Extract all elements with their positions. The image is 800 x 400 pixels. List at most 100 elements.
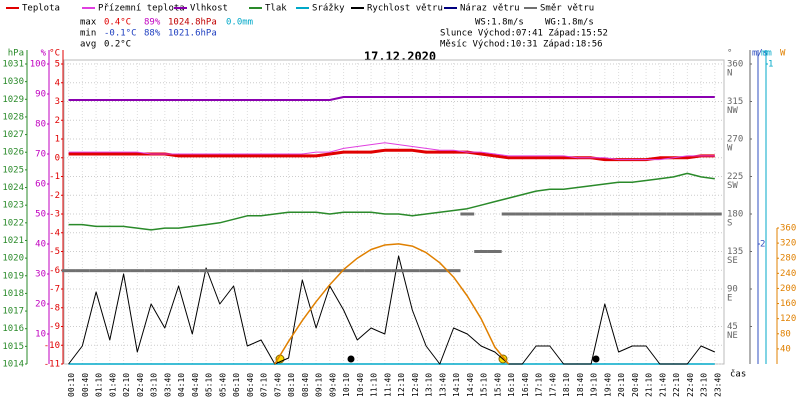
- y-tick-label: 180: [727, 210, 743, 220]
- direction-mark: [391, 269, 406, 273]
- legend-label: Teplota: [22, 4, 60, 14]
- x-tick-label: 18:40: [576, 373, 585, 397]
- direction-mark: [226, 269, 241, 273]
- direction-mark: [597, 212, 612, 216]
- compass-label: N: [727, 69, 732, 79]
- compass-label: NE: [727, 331, 738, 341]
- direction-mark: [446, 269, 461, 273]
- x-tick-label: 04:10: [177, 373, 186, 397]
- x-tick-label: 04:40: [191, 373, 200, 397]
- direction-mark: [707, 212, 722, 216]
- direction-mark: [102, 269, 117, 273]
- y-tick-label: 315: [727, 97, 743, 107]
- direction-mark: [281, 269, 296, 273]
- y-tick-label: 2: [55, 116, 60, 126]
- x-tick-label: 08:40: [301, 373, 310, 397]
- x-tick-label: 10:40: [356, 373, 365, 397]
- direction-mark: [254, 269, 268, 273]
- direction-mark: [529, 212, 543, 216]
- y-tick-label: 40: [780, 344, 791, 354]
- y-tick-label: 1026: [2, 148, 24, 158]
- y-tick-label: 20: [35, 300, 46, 310]
- y-tick-label: -11: [44, 360, 60, 370]
- stat-rain: 0.0mm: [226, 18, 253, 28]
- direction-mark: [419, 269, 433, 273]
- series-line: [68, 172, 715, 231]
- wind-speed-max: WS:1.8m/s: [475, 18, 524, 28]
- moonset-marker: [592, 355, 600, 363]
- y-tick-label: 50: [35, 210, 46, 220]
- y-tick-label: 1025: [2, 165, 24, 175]
- direction-mark: [556, 212, 571, 216]
- y-tick-label: 1019: [2, 271, 24, 281]
- x-tick-label: 10:10: [342, 373, 351, 397]
- x-tick-label: 15:10: [480, 373, 489, 397]
- x-tick-label: 00:40: [81, 373, 90, 397]
- y-tick-label: 1024: [2, 183, 24, 193]
- sun-info: Slunce Východ:07:41 Západ:15:52: [440, 29, 608, 39]
- x-tick-label: 16:40: [521, 373, 530, 397]
- y-tick-label: 80: [35, 120, 46, 130]
- x-tick-label: 01:10: [95, 373, 104, 397]
- y-tick-label: -4: [49, 228, 60, 238]
- y-tick-label: 1023: [2, 201, 24, 211]
- axis-unit: hPa: [8, 49, 24, 59]
- x-tick-label: 06:40: [246, 373, 255, 397]
- y-tick-label: 2: [760, 240, 765, 250]
- compass-label: NW: [727, 106, 738, 116]
- y-tick-label: 80: [780, 329, 791, 339]
- series-line: [68, 148, 715, 162]
- direction-mark: [295, 269, 310, 273]
- direction-mark: [460, 212, 475, 216]
- x-tick-label: 00:10: [67, 373, 76, 397]
- direction-mark: [322, 269, 337, 273]
- x-tick-label: 05:10: [205, 373, 214, 397]
- x-tick-label: 12:10: [397, 373, 406, 397]
- y-tick-label: 1016: [2, 324, 24, 334]
- y-tick-label: 1018: [2, 289, 24, 299]
- x-tick-label: 11:40: [383, 373, 392, 397]
- y-tick-label: -6: [49, 266, 60, 276]
- direction-mark: [584, 212, 598, 216]
- y-tick-label: 270: [727, 135, 743, 145]
- y-tick-label: 360: [780, 224, 796, 234]
- stat-temp: 0.4°C: [104, 18, 131, 28]
- x-tick-label: 13:10: [425, 373, 434, 397]
- x-tick-label: 22:40: [686, 373, 695, 397]
- y-tick-label: 135: [727, 247, 743, 257]
- y-tick-label: 90: [727, 285, 738, 295]
- x-tick-label: 07:40: [273, 373, 282, 397]
- direction-mark: [377, 269, 392, 273]
- y-tick-label: 1: [768, 60, 773, 70]
- direction-mark: [570, 212, 585, 216]
- stat-press: 1024.8hPa: [168, 18, 217, 28]
- stats: max 0.4°C 89% 1024.8hPa 0.0mm min -0.1°C…: [80, 18, 608, 50]
- x-tick-label: 02:40: [136, 373, 145, 397]
- y-tick-label: 70: [35, 150, 46, 160]
- direction-mark: [267, 269, 282, 273]
- moonrise-marker: [347, 355, 355, 363]
- compass-label: W: [727, 144, 733, 154]
- direction-mark: [116, 269, 131, 273]
- axis-unit: W: [780, 49, 786, 59]
- stat-hum: 88%: [144, 29, 161, 39]
- moon-info: Měsíc Východ:10:31 Západ:18:56: [440, 40, 603, 50]
- x-tick-label: 17:10: [535, 373, 544, 397]
- x-tick-label: 20:10: [617, 373, 626, 397]
- legend-label: Srážky: [312, 4, 345, 14]
- y-tick-label: 225: [727, 172, 743, 182]
- y-tick-label: 1: [55, 135, 60, 145]
- direction-mark: [625, 212, 640, 216]
- x-tick-label: 09:10: [315, 373, 324, 397]
- series-line: [274, 243, 510, 365]
- y-tick-label: 1015: [2, 342, 24, 352]
- direction-mark: [89, 269, 103, 273]
- direction-mark: [652, 212, 667, 216]
- y-tick-label: 120: [780, 314, 796, 324]
- x-tick-label: 06:10: [232, 373, 241, 397]
- stat-press: 1021.6hPa: [168, 29, 217, 39]
- direction-mark: [474, 250, 488, 253]
- y-tick-label: 1017: [2, 307, 24, 317]
- y-tick-label: 40: [35, 240, 46, 250]
- direction-mark: [240, 269, 255, 273]
